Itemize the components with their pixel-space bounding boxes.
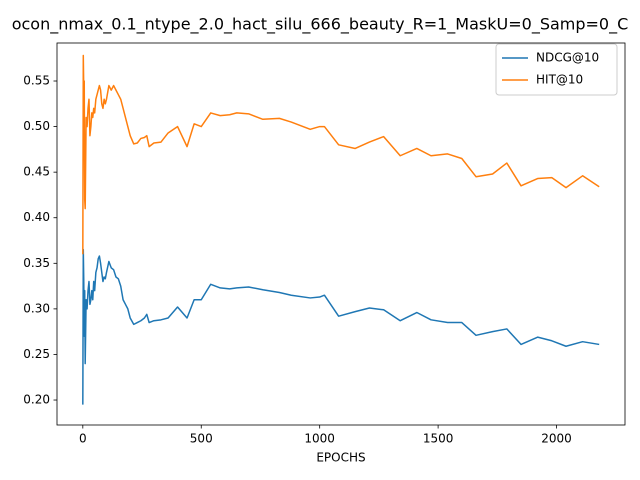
y-tick-label: 0.30 (23, 301, 50, 315)
x-axis-label: EPOCHS (316, 451, 365, 465)
data-line (82, 248, 600, 405)
x-tick-label: 1500 (423, 432, 454, 446)
x-tick-label: 500 (190, 432, 213, 446)
y-tick-label: 0.35 (23, 256, 50, 270)
x-tick-label: 0 (79, 432, 87, 446)
y-tick-label: 0.55 (23, 74, 50, 88)
x-tick-label: 1000 (304, 432, 335, 446)
x-tick-label: 2000 (541, 432, 572, 446)
y-tick-label: 0.45 (23, 165, 50, 179)
legend-label: HIT@10 (536, 73, 583, 87)
axes-frame (56, 42, 626, 426)
y-tick-label: 0.20 (23, 393, 50, 407)
y-tick-label: 0.50 (23, 119, 50, 133)
data-line (82, 54, 600, 255)
y-tick-label: 0.25 (23, 347, 50, 361)
y-tick-label: 0.40 (23, 210, 50, 224)
legend-label: NDCG@10 (536, 51, 599, 65)
chart-title: ocon_nmax_0.1_ntype_2.0_hact_silu_666_be… (12, 15, 629, 35)
legend-box (495, 43, 618, 96)
